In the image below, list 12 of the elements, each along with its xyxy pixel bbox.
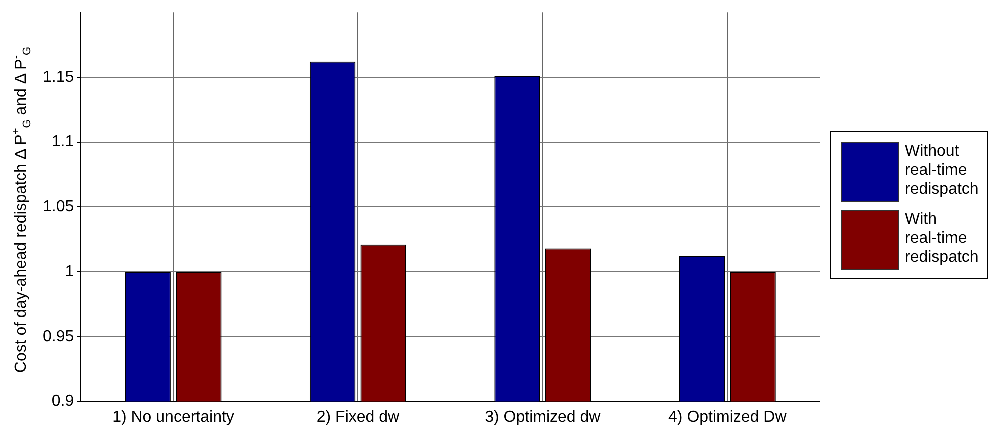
- y-tick-label: 0.95: [43, 328, 74, 346]
- x-tick-label: 2) Fixed dw: [316, 408, 400, 426]
- x-tick-label: 4) Optimized Dw: [668, 408, 788, 426]
- x-tick-label: 3) Optimized dw: [485, 408, 602, 426]
- y-tick-label: 1.15: [43, 68, 74, 86]
- y-tick-label: 1.1: [52, 134, 74, 151]
- y-tick-label: 0.9: [52, 393, 74, 410]
- text: Without real-time redispatch: [905, 142, 979, 199]
- y-tick-label: 1.05: [43, 198, 74, 216]
- x-tick-label: 1) No uncertainty: [112, 408, 234, 426]
- text: With real-time redispatch: [905, 210, 979, 267]
- y-tick-label: 1: [65, 263, 74, 280]
